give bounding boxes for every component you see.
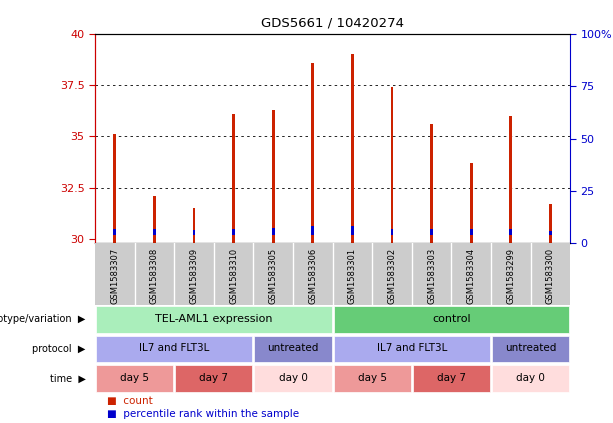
Title: GDS5661 / 10420274: GDS5661 / 10420274 <box>261 17 404 30</box>
Text: IL7 and FLT3L: IL7 and FLT3L <box>376 343 447 353</box>
Text: untreated: untreated <box>267 343 319 353</box>
Bar <box>311 63 314 243</box>
Bar <box>509 116 512 243</box>
Bar <box>311 226 314 235</box>
Bar <box>333 306 569 332</box>
Bar <box>413 365 490 392</box>
Text: TEL-AML1 expression: TEL-AML1 expression <box>155 314 273 324</box>
Text: time  ▶: time ▶ <box>50 374 86 384</box>
Bar <box>470 229 473 235</box>
Bar <box>509 229 512 235</box>
Text: day 5: day 5 <box>357 373 387 383</box>
Bar <box>192 230 196 235</box>
Bar <box>333 336 490 362</box>
Bar <box>96 365 173 392</box>
Bar <box>192 209 196 243</box>
Text: GSM1583299: GSM1583299 <box>506 248 515 304</box>
Bar <box>232 114 235 243</box>
Text: GSM1583306: GSM1583306 <box>308 248 318 305</box>
Bar <box>153 229 156 235</box>
Bar <box>492 336 569 362</box>
Bar <box>254 365 332 392</box>
Text: IL7 and FLT3L: IL7 and FLT3L <box>139 343 210 353</box>
Text: day 7: day 7 <box>437 373 466 383</box>
Text: GSM1583309: GSM1583309 <box>189 248 199 304</box>
Text: GSM1583307: GSM1583307 <box>110 248 120 305</box>
Bar <box>333 365 411 392</box>
Text: GSM1583303: GSM1583303 <box>427 248 436 305</box>
Bar <box>351 55 354 243</box>
Bar <box>232 229 235 235</box>
Bar <box>549 204 552 243</box>
Bar <box>390 87 394 243</box>
Bar <box>430 124 433 243</box>
Text: GSM1583304: GSM1583304 <box>466 248 476 304</box>
Text: day 7: day 7 <box>199 373 228 383</box>
Text: day 0: day 0 <box>516 373 545 383</box>
Bar <box>254 336 332 362</box>
Bar <box>113 229 116 235</box>
Bar <box>272 228 275 235</box>
Bar <box>272 110 275 243</box>
Text: GSM1583302: GSM1583302 <box>387 248 397 304</box>
Text: protocol  ▶: protocol ▶ <box>32 344 86 354</box>
Text: ■  percentile rank within the sample: ■ percentile rank within the sample <box>107 409 299 419</box>
Text: GSM1583310: GSM1583310 <box>229 248 238 304</box>
Text: ■  count: ■ count <box>107 396 153 406</box>
Bar <box>113 135 116 243</box>
Bar <box>470 163 473 243</box>
Bar <box>96 336 253 362</box>
Bar <box>351 226 354 235</box>
Bar <box>96 306 332 332</box>
Bar <box>175 365 253 392</box>
Text: GSM1583305: GSM1583305 <box>268 248 278 304</box>
Bar <box>549 231 552 235</box>
Bar <box>430 229 433 235</box>
Bar <box>153 196 156 243</box>
Text: GSM1583300: GSM1583300 <box>546 248 555 304</box>
Text: day 0: day 0 <box>278 373 307 383</box>
Text: day 5: day 5 <box>120 373 149 383</box>
Bar <box>390 229 394 235</box>
Text: genotype/variation  ▶: genotype/variation ▶ <box>0 314 86 324</box>
Bar <box>492 365 569 392</box>
Text: control: control <box>432 314 471 324</box>
Text: untreated: untreated <box>505 343 556 353</box>
Text: GSM1583308: GSM1583308 <box>150 248 159 305</box>
Text: GSM1583301: GSM1583301 <box>348 248 357 304</box>
